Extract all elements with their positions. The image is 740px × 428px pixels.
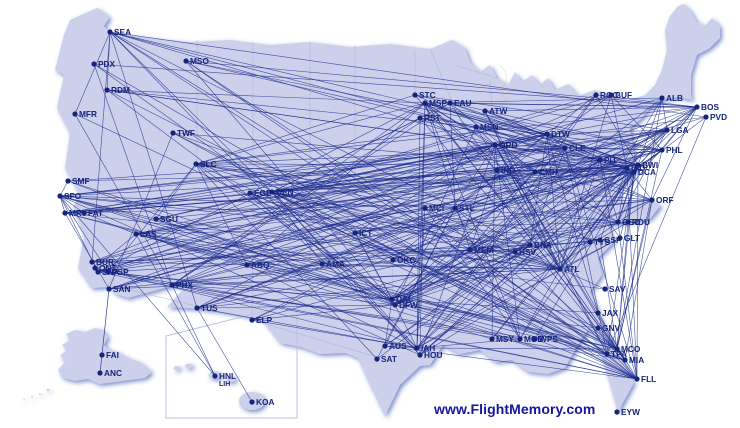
svg-text:PSP: PSP (112, 267, 129, 277)
svg-text:LAS: LAS (140, 229, 157, 239)
svg-text:ATL: ATL (564, 264, 580, 274)
svg-text:ALB: ALB (666, 93, 683, 103)
svg-text:MEM: MEM (474, 245, 493, 255)
svg-text:PIT: PIT (604, 155, 617, 165)
svg-text:BOS: BOS (701, 102, 719, 112)
svg-text:RDM: RDM (111, 85, 130, 95)
svg-text:EGE: EGE (254, 188, 272, 198)
svg-text:GNV: GNV (602, 323, 620, 333)
svg-text:FLL: FLL (641, 374, 656, 384)
svg-text:HNL: HNL (219, 371, 236, 381)
svg-text:TWF: TWF (177, 128, 195, 138)
svg-text:CLE: CLE (569, 143, 586, 153)
svg-text:TYS: TYS (594, 237, 611, 247)
svg-text:DFW: DFW (399, 300, 418, 310)
svg-text:ABQ: ABQ (251, 260, 270, 270)
svg-text:MSN: MSN (480, 122, 498, 132)
svg-text:STL: STL (459, 203, 475, 213)
svg-text:TUS: TUS (201, 303, 218, 313)
svg-text:PVD: PVD (710, 112, 727, 122)
svg-text:TPA: TPA (611, 349, 627, 359)
svg-text:SEA: SEA (114, 27, 131, 37)
svg-text:RST: RST (424, 113, 441, 123)
svg-text:SGU: SGU (160, 214, 178, 224)
svg-text:FAI: FAI (106, 350, 119, 360)
svg-text:MSO: MSO (190, 56, 209, 66)
svg-text:MRY: MRY (69, 208, 88, 218)
svg-text:ORF: ORF (656, 195, 674, 205)
svg-text:KOA: KOA (256, 397, 274, 407)
svg-text:MIA: MIA (629, 355, 644, 365)
svg-text:MSY: MSY (496, 334, 514, 344)
svg-text:ROC: ROC (600, 90, 618, 100)
svg-text:JAX: JAX (602, 308, 619, 318)
svg-text:MSP: MSP (429, 98, 447, 108)
svg-text:ATW: ATW (489, 106, 507, 116)
svg-text:MFR: MFR (79, 109, 97, 119)
svg-text:SAN: SAN (113, 284, 131, 294)
svg-text:CMH: CMH (539, 167, 558, 177)
svg-text:DTW: DTW (551, 129, 570, 139)
svg-text:ANC: ANC (104, 368, 122, 378)
svg-text:OKC: OKC (397, 255, 415, 265)
svg-text:SMF: SMF (72, 176, 90, 186)
svg-text:BNA: BNA (534, 240, 552, 250)
svg-text:AMA: AMA (326, 259, 345, 269)
svg-text:SFO: SFO (64, 191, 82, 201)
svg-text:GLT: GLT (624, 233, 640, 243)
svg-text:LGA: LGA (671, 125, 689, 135)
svg-text:HOU: HOU (424, 350, 442, 360)
svg-text:IND: IND (501, 165, 515, 175)
svg-text:WPS: WPS (539, 334, 558, 344)
svg-text:RDU: RDU (632, 217, 650, 227)
svg-text:MCI: MCI (429, 203, 444, 213)
svg-text:ICT: ICT (359, 228, 372, 238)
svg-text:FAT: FAT (88, 208, 103, 218)
svg-text:AUS: AUS (389, 341, 407, 351)
svg-text:PHX: PHX (176, 280, 194, 290)
svg-text:DEN: DEN (276, 187, 294, 197)
svg-text:ELP: ELP (256, 315, 273, 325)
svg-text:LIH: LIH (219, 381, 230, 388)
svg-text:SLC: SLC (200, 159, 217, 169)
svg-text:HSV: HSV (519, 247, 537, 257)
svg-text:BUR: BUR (96, 257, 114, 267)
svg-text:SAT: SAT (381, 354, 397, 364)
svg-text:ORD: ORD (499, 140, 517, 150)
svg-text:SAV: SAV (609, 284, 626, 294)
svg-text:EAU: EAU (454, 98, 472, 108)
svg-text:BWI: BWI (642, 160, 658, 170)
svg-text:PDX: PDX (98, 59, 116, 69)
svg-text:PHL: PHL (666, 145, 683, 155)
